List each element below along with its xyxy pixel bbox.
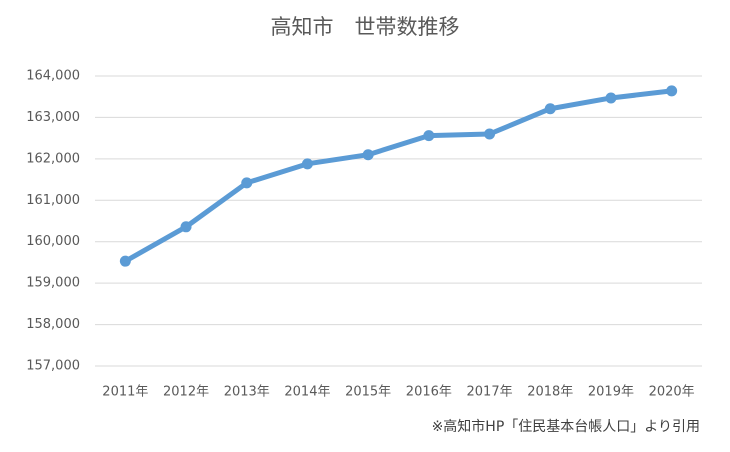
x-tick-label: 2014年 (284, 385, 330, 400)
x-tick-label: 2013年 (224, 385, 270, 400)
y-tick-label: 164,000 (26, 69, 80, 84)
x-tick-label: 2016年 (406, 385, 452, 400)
data-point (119, 255, 131, 267)
y-tick-label: 162,000 (26, 151, 80, 166)
x-tick-label: 2015年 (345, 385, 391, 400)
data-point (605, 92, 617, 104)
x-tick-label: 2011年 (102, 385, 148, 400)
series-line (122, 88, 675, 264)
data-point (423, 130, 435, 142)
data-point (241, 177, 253, 189)
x-tick-label: 2020年 (649, 385, 695, 400)
y-tick-label: 160,000 (26, 234, 80, 249)
y-tick-label: 158,000 (26, 317, 80, 332)
y-tick-label: 157,000 (26, 359, 80, 374)
data-point (544, 103, 556, 115)
x-tick-label: 2017年 (467, 385, 513, 400)
y-tick-label: 159,000 (26, 276, 80, 291)
chart-title: 高知市 世帯数推移 (271, 15, 460, 39)
source-note: ※高知市HP「住民基本台帳人口」より引用 (432, 418, 700, 435)
data-point (484, 128, 496, 140)
data-point (301, 158, 313, 170)
x-tick-label: 2018年 (527, 385, 573, 400)
y-tick-label: 161,000 (26, 193, 80, 208)
y-tick-label: 163,000 (26, 110, 80, 125)
x-tick-label: 2012年 (163, 385, 209, 400)
x-tick-label: 2019年 (588, 385, 634, 400)
data-point (666, 85, 678, 97)
data-point (362, 149, 374, 161)
data-point (180, 221, 192, 233)
